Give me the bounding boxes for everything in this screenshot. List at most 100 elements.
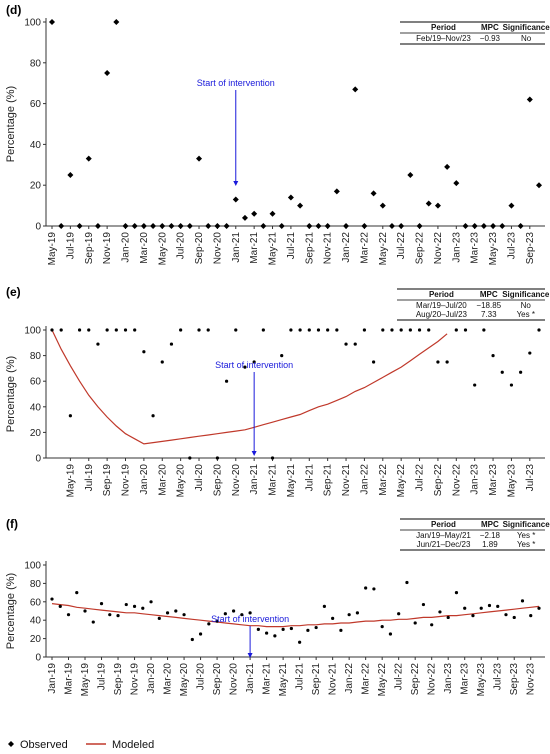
x-tick-label: Jan-22: [341, 232, 352, 263]
x-tick-label: Jul-22: [394, 663, 405, 691]
observed-point: [355, 611, 360, 615]
intervention-label: Start of intervention: [211, 614, 289, 624]
x-tick-label: May-23: [488, 232, 499, 266]
observed-point: [333, 188, 340, 195]
x-tick-label: Nov-20: [231, 464, 242, 497]
x-tick-label: Nov-20: [212, 232, 223, 265]
observed-point: [529, 614, 533, 618]
observed-point: [58, 223, 65, 229]
x-tick-label: Jul-21: [304, 464, 315, 492]
observed-point: [91, 620, 95, 624]
observed-point: [223, 612, 227, 616]
y-tick-label: 80: [30, 351, 42, 362]
x-tick-label: May-21: [268, 232, 279, 266]
x-tick-label: Nov-23: [526, 663, 537, 696]
table-cell: No: [521, 301, 532, 310]
observed-point: [462, 223, 469, 229]
observed-point: [177, 223, 184, 229]
observed-point: [344, 342, 348, 346]
observed-point: [207, 622, 211, 626]
observed-point: [94, 223, 101, 229]
observed-point: [198, 632, 203, 636]
observed-point: [479, 606, 483, 610]
observed-point: [388, 223, 395, 229]
observed-point: [132, 604, 137, 609]
observed-point: [343, 223, 350, 229]
x-tick-label: Mar-19: [64, 663, 75, 695]
x-tick-label: Jan-19: [47, 663, 58, 694]
observed-point: [224, 379, 229, 383]
observed-point: [141, 606, 145, 610]
observed-point: [537, 328, 541, 332]
table-cell: Yes *: [517, 310, 535, 319]
observed-point: [252, 360, 256, 364]
observed-point: [49, 19, 55, 25]
observed-point: [453, 180, 460, 187]
observed-point: [491, 354, 495, 358]
observed-point: [87, 328, 91, 332]
observed-point: [205, 223, 212, 229]
observed-point: [427, 328, 431, 332]
observed-point: [298, 328, 302, 332]
observed-point: [131, 223, 138, 229]
x-tick-label: Sep-19: [102, 464, 113, 497]
table-header: MPC: [481, 520, 499, 529]
panel-0: (d) 0 20 40 60 80 100 Percentage (%) May-19 Jul-1…: [5, 3, 550, 265]
observed-point: [256, 627, 260, 632]
observed-point: [408, 328, 412, 332]
observed-point: [75, 591, 79, 595]
observed-point: [390, 328, 394, 332]
observed-point: [362, 328, 367, 332]
x-tick-label: Jul-21: [286, 232, 297, 260]
x-tick-label: Jan-23: [443, 663, 454, 694]
x-tick-label: Sep-19: [84, 232, 95, 265]
observed-point: [124, 602, 128, 607]
x-tick-label: May-19: [65, 464, 76, 498]
observed-point: [197, 328, 201, 332]
observed-point: [281, 627, 285, 632]
panel-letter: (f): [6, 517, 18, 531]
y-tick-label: 80: [30, 579, 42, 590]
table-cell: 7.33: [481, 310, 497, 319]
observed-point: [50, 597, 54, 601]
x-tick-label: May-22: [396, 464, 407, 498]
x-tick-label: Nov-22: [451, 464, 462, 497]
x-tick-label: Nov-22: [433, 232, 444, 265]
x-tick-label: Mar-23: [470, 232, 481, 264]
observed-point: [169, 342, 174, 346]
y-tick-label: 20: [30, 428, 42, 439]
panel-2: (f) 0 20 40 60 80 100 Percentage (%) Jan-19 Mar-1…: [5, 517, 550, 696]
x-tick-label: Sep-21: [323, 464, 334, 497]
observed-point: [206, 328, 210, 332]
x-tick-label: Mar-21: [262, 663, 273, 695]
observed-point: [232, 196, 239, 203]
observed-point: [434, 202, 441, 209]
observed-point: [240, 613, 244, 617]
x-tick-label: Jul-20: [194, 464, 205, 492]
observed-point: [289, 626, 293, 631]
observed-point: [388, 632, 393, 636]
observed-point: [190, 637, 194, 642]
observed-point: [83, 609, 87, 613]
observed-point: [76, 223, 83, 229]
x-tick-label: Jul-23: [525, 464, 536, 492]
observed-point: [289, 328, 293, 332]
observed-point: [265, 631, 269, 635]
x-tick-label: Jan-20: [139, 464, 150, 495]
observed-point: [508, 202, 515, 209]
table-header: Significance: [503, 23, 550, 32]
x-tick-label: Nov-21: [328, 663, 339, 696]
observed-point: [234, 328, 238, 332]
x-tick-label: Sep-23: [525, 232, 536, 265]
x-tick-label: Sep-21: [304, 232, 315, 265]
observed-point: [151, 414, 155, 418]
x-tick-label: Jan-21: [231, 232, 242, 263]
x-tick-label: May-23: [506, 464, 517, 498]
x-tick-label: Mar-20: [163, 663, 174, 695]
observed-point: [85, 155, 92, 162]
y-axis-label: Percentage (%): [5, 86, 17, 162]
observed-point: [67, 172, 74, 178]
y-tick-label: 40: [30, 140, 42, 151]
